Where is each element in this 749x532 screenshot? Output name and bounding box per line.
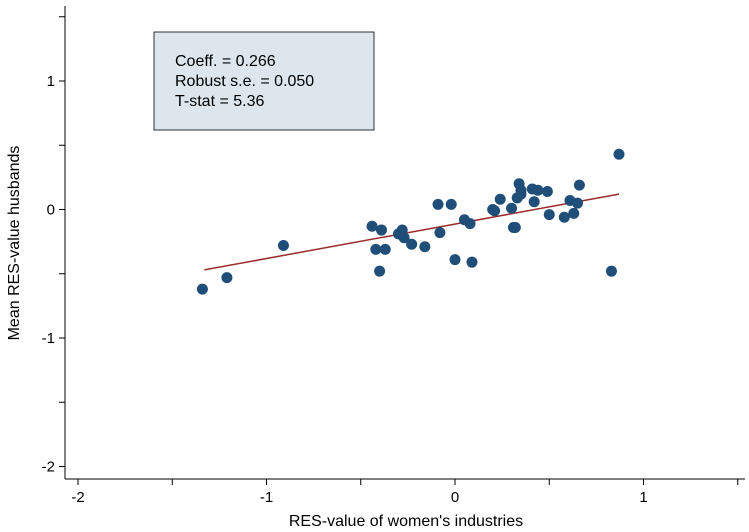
- x-tick-label: -1: [260, 489, 273, 506]
- annotation-box: [153, 31, 375, 131]
- data-point: [489, 205, 501, 217]
- data-point: [466, 256, 478, 268]
- data-point: [434, 227, 446, 239]
- x-axis-title: RES-value of women's industries: [289, 513, 523, 530]
- y-tick-label: 1: [47, 73, 55, 90]
- data-point: [528, 196, 540, 208]
- y-axis-ticks: -2 -1 0 1: [42, 16, 65, 476]
- data-point: [398, 232, 410, 244]
- data-point: [613, 148, 625, 160]
- data-point: [532, 184, 544, 196]
- data-point: [509, 221, 521, 233]
- data-point: [374, 265, 386, 277]
- data-point: [605, 265, 617, 277]
- x-tick-label: 1: [639, 489, 647, 506]
- data-point: [221, 272, 233, 284]
- data-point: [419, 241, 431, 253]
- data-point: [375, 224, 387, 236]
- data-point: [573, 179, 585, 191]
- annotation-line-coeff: Coeff. = 0.266: [175, 53, 276, 70]
- fit-line: [204, 193, 620, 271]
- data-point: [370, 243, 382, 255]
- data-point: [464, 218, 476, 230]
- annotation-line-se: Robust s.e. = 0.050: [175, 73, 314, 90]
- x-tick-label: 0: [451, 489, 459, 506]
- x-tick-label: -2: [71, 489, 84, 506]
- data-point: [366, 220, 378, 232]
- data-point: [445, 198, 457, 210]
- data-point: [432, 198, 444, 210]
- y-tick-label: 0: [47, 202, 55, 219]
- data-point: [196, 283, 208, 295]
- data-point: [406, 238, 418, 250]
- y-axis-title: Mean RES-value husbands: [6, 146, 23, 341]
- data-points: [196, 148, 625, 295]
- data-point: [277, 239, 289, 251]
- data-point: [449, 254, 461, 266]
- x-axis-ticks: -2 -1 0 1: [71, 479, 739, 506]
- y-tick-label: -1: [42, 330, 55, 347]
- annotation-line-tstat: T-stat = 5.36: [175, 93, 264, 110]
- y-tick-label: -2: [42, 459, 55, 476]
- data-point: [558, 211, 570, 223]
- data-point: [541, 186, 553, 198]
- data-point: [568, 207, 580, 219]
- data-point: [506, 202, 518, 214]
- data-point: [494, 193, 506, 205]
- data-point: [543, 209, 555, 221]
- data-point: [515, 184, 527, 196]
- data-point: [379, 243, 391, 255]
- data-point: [572, 197, 584, 209]
